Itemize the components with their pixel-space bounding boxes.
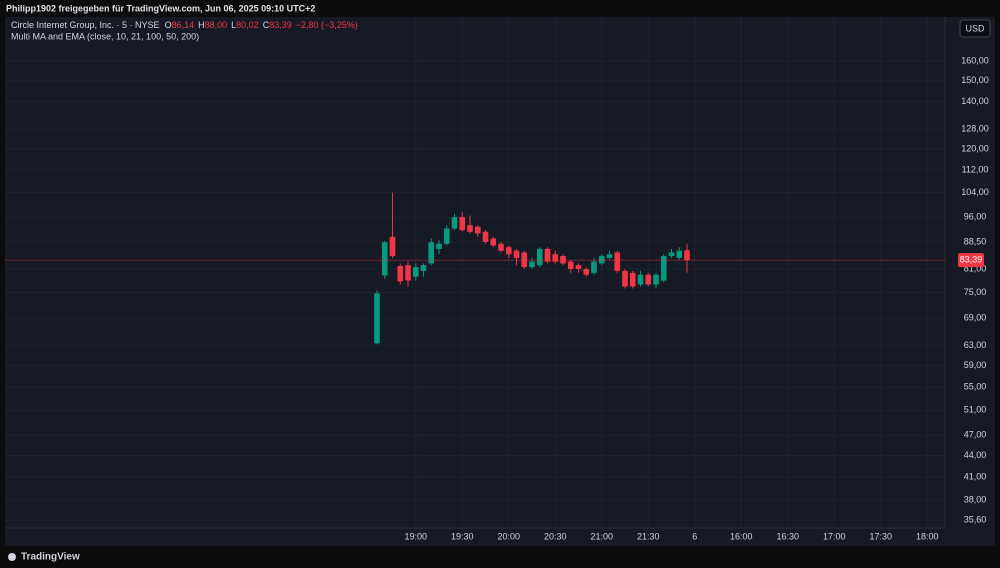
candle-body <box>637 274 644 285</box>
y-tick-label: 81,00 <box>964 263 987 273</box>
candle-body <box>614 252 621 271</box>
symbol-legend: Circle Internet Group, Inc. · 5 · NYSE O8… <box>11 20 358 30</box>
legend-value: 86,14 <box>172 20 195 30</box>
last-price-label: 83,39 <box>960 254 983 264</box>
x-tick-label: 21:30 <box>637 531 660 541</box>
candle-body <box>552 254 559 262</box>
candle-body <box>505 247 512 255</box>
y-tick-label: 160,00 <box>961 55 989 65</box>
candle-body <box>660 256 667 281</box>
candle-body <box>482 231 489 242</box>
x-tick-label: 20:30 <box>544 531 567 541</box>
y-tick-label: 51,00 <box>964 405 987 415</box>
shared-by: Philipp1902 freigegeben für TradingView.… <box>6 3 315 13</box>
x-tick-label: 20:00 <box>497 531 520 541</box>
y-tick-label: 47,00 <box>964 430 987 440</box>
x-tick-label: 16:30 <box>776 531 799 541</box>
x-tick-label: 21:00 <box>590 531 613 541</box>
legend-value: 88,00 <box>205 20 228 30</box>
candle-body <box>622 270 628 287</box>
y-tick-label: 35,60 <box>964 515 987 525</box>
y-tick-label: 55,00 <box>964 382 987 392</box>
candle-body <box>381 242 388 276</box>
y-tick-label: 69,00 <box>964 312 987 322</box>
legend-key: O <box>165 20 172 30</box>
candle-body <box>676 250 683 258</box>
candle-body <box>645 274 652 285</box>
candle-body <box>490 238 497 246</box>
legend-key: C <box>263 20 270 30</box>
candle-body <box>629 272 636 287</box>
y-tick-label: 150,00 <box>961 75 989 85</box>
x-tick-label: 17:30 <box>869 531 892 541</box>
candle-body <box>567 261 574 270</box>
y-tick-label: 38,00 <box>964 495 987 505</box>
candle-body <box>467 225 473 232</box>
x-tick-label: 19:00 <box>404 531 427 541</box>
y-tick-label: 128,00 <box>961 124 989 134</box>
legend-change: −2,80 (−3,25%) <box>296 20 358 30</box>
candle-body <box>544 248 551 262</box>
currency-button[interactable] <box>959 19 991 38</box>
brand: TradingView <box>21 552 80 563</box>
candle-body <box>521 252 528 268</box>
chart-panel <box>5 17 995 546</box>
y-tick-label: 44,00 <box>964 450 987 460</box>
candle-body <box>560 256 566 264</box>
indicator: Multi MA and EMA (close, 10, 21, 100, 50… <box>11 31 199 41</box>
candle-body <box>606 254 613 258</box>
x-tick-label: 16:00 <box>730 531 753 541</box>
candle-body <box>668 252 675 257</box>
y-tick-label: 41,00 <box>964 471 987 481</box>
legend-value: 80,02 <box>236 20 259 30</box>
candle-body <box>443 228 450 244</box>
y-tick-label: 112,00 <box>962 164 989 174</box>
candle-body <box>598 256 605 264</box>
candle-body <box>474 226 481 234</box>
candle-body <box>436 243 442 249</box>
y-tick-label: 75,00 <box>964 287 987 297</box>
candle-body <box>653 274 659 285</box>
currency[interactable]: USD <box>965 23 985 33</box>
x-tick-label: 6 <box>692 531 697 541</box>
candle-body <box>529 261 535 268</box>
y-tick-label: 120,00 <box>961 143 989 153</box>
last-price-box <box>958 253 984 268</box>
candle-body <box>374 293 380 344</box>
candle-body <box>459 217 466 231</box>
candle-body <box>451 217 458 229</box>
legend-key: H <box>198 20 205 30</box>
x-tick-label: 19:30 <box>451 531 474 541</box>
y-tick-label: 140,00 <box>961 96 989 106</box>
candle-body <box>397 266 404 282</box>
candle-body <box>420 265 427 271</box>
y-tick-label: 63,00 <box>964 340 987 350</box>
candle-body <box>428 242 435 264</box>
y-tick-label: 88,50 <box>964 236 987 246</box>
candle-body <box>405 265 411 281</box>
y-tick-label: 59,00 <box>964 360 987 370</box>
legend-key: L <box>231 20 236 30</box>
x-tick-label: 17:00 <box>823 531 846 541</box>
candle-body <box>412 267 419 277</box>
legend-value: 83,39 <box>269 20 292 30</box>
candle-body <box>575 265 582 270</box>
y-tick-label: 96,00 <box>964 211 987 221</box>
candle-body <box>389 236 396 257</box>
candle-body <box>536 248 543 266</box>
symbol: Circle Internet Group, Inc. · 5 · NYSE <box>11 20 160 30</box>
candle-body <box>684 250 690 261</box>
candle-body <box>591 261 597 273</box>
brand-logo <box>8 553 16 561</box>
candle-body <box>513 250 520 258</box>
y-tick-label: 104,00 <box>961 187 989 197</box>
x-tick-label: 18:00 <box>916 531 939 541</box>
candle-body <box>498 243 504 251</box>
candle-body <box>583 269 590 275</box>
